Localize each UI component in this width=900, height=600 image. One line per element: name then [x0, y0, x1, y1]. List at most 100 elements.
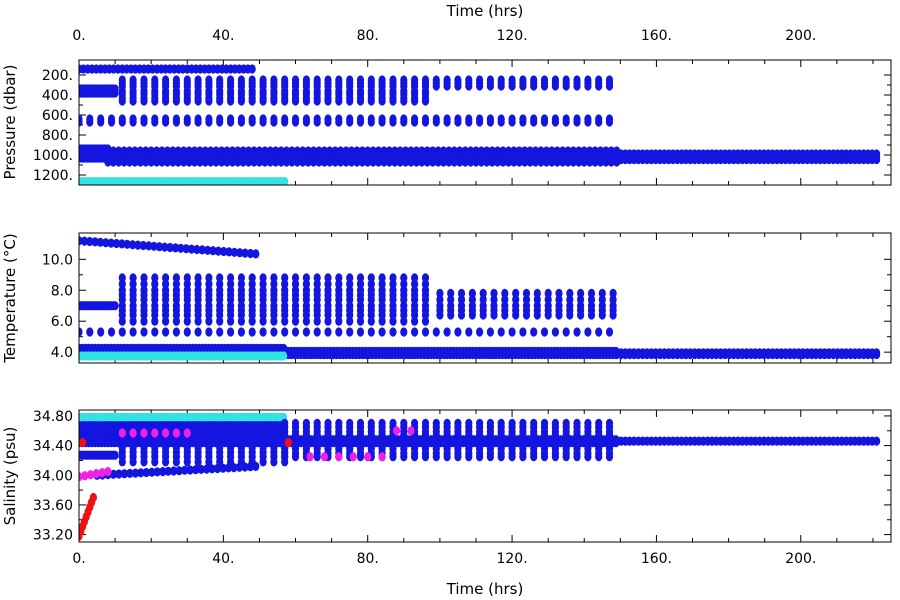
salinity-point-red	[89, 492, 97, 503]
pressure-point-blue	[313, 96, 321, 106]
temperature-point-blue	[544, 310, 552, 320]
bottom-x-axis-title: Time (hrs)	[446, 580, 524, 598]
temperature-point-blue	[107, 327, 116, 337]
temperature-point-blue	[205, 316, 213, 326]
salinity-point-blue	[595, 452, 603, 462]
temperature-point-blue	[140, 316, 148, 326]
pressure-point-blue	[575, 157, 583, 167]
temperature-point-blue	[512, 310, 520, 320]
pressure-point-blue	[299, 157, 307, 167]
pressure-point-blue	[281, 117, 289, 127]
pressure-point-blue	[367, 117, 375, 127]
pressure-point-blue	[559, 157, 567, 167]
pressure-point-blue	[239, 157, 247, 167]
temperature-point-blue	[324, 316, 332, 326]
salinity-point-blue	[111, 450, 119, 460]
pressure-point-blue	[445, 157, 453, 167]
pressure-point-blue	[356, 96, 365, 106]
salinity-point-blue	[291, 452, 300, 462]
pressure-point-blue	[607, 157, 615, 167]
temperature-point-blue	[609, 310, 617, 320]
temperature-point-blue	[236, 248, 244, 258]
temperature-point-blue	[259, 327, 267, 337]
temperature-point-blue	[216, 327, 224, 337]
salinity-point-blue	[129, 457, 137, 467]
temperature-point-blue	[465, 327, 473, 337]
pressure-point-blue	[443, 117, 451, 127]
salinity-point-magenta	[151, 428, 159, 438]
pressure-point-blue	[183, 96, 191, 106]
pressure-point-blue	[540, 117, 549, 127]
pressure-point-blue	[402, 157, 410, 167]
temperature-data-points	[79, 236, 881, 361]
pressure-point-blue	[324, 96, 332, 106]
temperature-point-blue	[400, 316, 408, 326]
pressure-point-blue	[337, 157, 345, 167]
salinity-point-blue	[205, 457, 213, 467]
temperature-point-blue	[248, 316, 256, 326]
pressure-point-blue	[591, 157, 599, 167]
temperature-point-blue	[587, 310, 596, 320]
salinity-plot-frame	[78, 409, 892, 543]
temperature-point-blue	[111, 301, 119, 311]
temperature-point-blue	[151, 327, 159, 337]
pressure-point-blue	[147, 157, 155, 167]
pressure-point-blue	[411, 117, 419, 127]
temperature-point-blue	[79, 327, 83, 337]
temperature-point-blue	[436, 310, 444, 320]
salinity-point-blue	[443, 452, 451, 462]
temperature-plot-frame	[78, 232, 892, 364]
temperature-point-blue	[182, 244, 190, 254]
pressure-point-blue	[194, 117, 202, 127]
pressure-point-blue	[494, 157, 502, 167]
temperature-point-blue	[183, 316, 191, 326]
pressure-point-blue	[356, 117, 365, 127]
pressure-point-blue	[115, 157, 123, 167]
pressure-point-blue	[378, 117, 386, 127]
pressure-point-blue	[172, 117, 180, 127]
pressure-point-blue	[389, 117, 397, 127]
pressure-point-blue	[255, 157, 263, 167]
temperature-point-blue	[102, 238, 110, 248]
temperature-point-blue	[187, 244, 196, 254]
salinity-point-blue	[151, 457, 159, 467]
temperature-point-blue	[346, 327, 354, 337]
pressure-point-blue	[324, 117, 332, 127]
pressure-point-blue	[79, 117, 83, 127]
temperature-point-blue	[519, 327, 527, 337]
pressure-point-blue	[602, 157, 610, 167]
temperature-point-blue	[313, 316, 321, 326]
temperature-point-blue	[281, 327, 289, 337]
pressure-point-blue	[248, 64, 256, 74]
salinity-point-magenta	[81, 471, 89, 481]
pressure-point-blue	[400, 96, 408, 106]
salinity-point-blue	[573, 452, 581, 462]
temperature-point-blue	[145, 241, 153, 251]
pressure-point-blue	[519, 81, 527, 91]
pressure-point-blue	[201, 157, 209, 167]
pressure-y-tick-label: 200.	[42, 68, 73, 84]
salinity-y-tick-label: 33.20	[33, 528, 73, 544]
pressure-point-blue	[237, 117, 245, 127]
temperature-point-blue	[171, 243, 180, 253]
temperature-point-blue	[501, 310, 509, 320]
pressure-point-blue	[434, 157, 442, 167]
top-x-axis-title: Time (hrs)	[446, 2, 524, 20]
pressure-point-blue	[580, 157, 588, 167]
salinity-point-blue	[172, 457, 180, 467]
pressure-point-blue	[465, 117, 473, 127]
salinity-point-blue	[235, 462, 243, 472]
salinity-point-blue	[159, 467, 167, 477]
pressure-point-blue	[277, 157, 285, 167]
pressure-point-blue	[261, 157, 269, 167]
pressure-point-blue	[596, 157, 605, 167]
salinity-point-blue	[162, 457, 170, 467]
pressure-point-blue	[205, 117, 213, 127]
pressure-point-blue	[205, 96, 213, 106]
pressure-point-blue	[454, 117, 462, 127]
temperature-point-blue	[129, 240, 137, 250]
pressure-point-blue	[476, 117, 484, 127]
pressure-point-blue	[270, 96, 278, 106]
salinity-point-blue	[192, 465, 200, 475]
